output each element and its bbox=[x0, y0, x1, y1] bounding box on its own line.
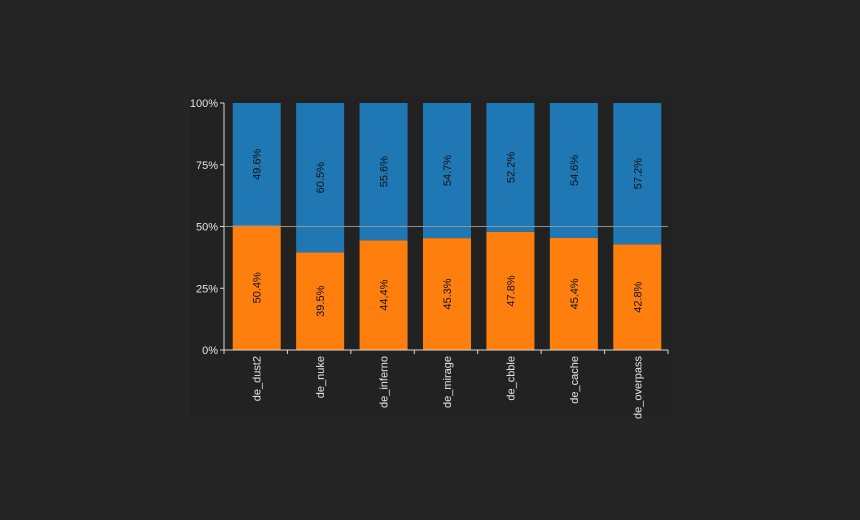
y-tick-label-0: 0% bbox=[202, 345, 218, 357]
bar-segment-top-de_nuke bbox=[296, 103, 345, 253]
x-tick-label-de_overpass: de_overpass bbox=[632, 356, 644, 419]
x-tick-label-de_inferno: de_inferno bbox=[379, 356, 391, 408]
x-tick-label-de_nuke: de_nuke bbox=[315, 356, 327, 398]
data-label-top-de_cbble: 52.2% bbox=[505, 152, 517, 183]
bar-segment-top-de_inferno bbox=[359, 103, 408, 241]
bar-segment-bottom-de_nuke bbox=[296, 252, 345, 350]
data-label-bottom-de_dust2: 50.4% bbox=[252, 272, 264, 303]
bar-segment-top-de_mirage bbox=[423, 103, 471, 239]
bar-segment-top-de_dust2 bbox=[232, 103, 281, 226]
data-label-bottom-de_overpass: 42.8% bbox=[632, 281, 644, 312]
bar-segment-bottom-de_mirage bbox=[423, 238, 471, 350]
bar-segment-top-de_cbble bbox=[486, 103, 535, 232]
x-tick-label-de_mirage: de_mirage bbox=[442, 356, 454, 408]
bar-segment-bottom-de_inferno bbox=[359, 240, 408, 350]
y-tick-label-100: 100% bbox=[190, 98, 218, 110]
data-label-top-de_mirage: 54.7% bbox=[442, 155, 454, 186]
y-tick-label-25: 25% bbox=[196, 283, 218, 295]
x-tick-label-de_cbble: de_cbble bbox=[505, 356, 517, 401]
bar-segment-top-de_overpass bbox=[613, 103, 662, 245]
data-label-bottom-de_mirage: 45.3% bbox=[442, 278, 454, 309]
bar-segment-top-de_cache bbox=[549, 103, 598, 238]
bars-layer bbox=[232, 103, 662, 350]
data-label-top-de_inferno: 55.6% bbox=[379, 156, 391, 187]
bar-segment-bottom-de_cbble bbox=[486, 231, 535, 350]
x-tick-label-de_dust2: de_dust2 bbox=[252, 356, 264, 401]
data-label-top-de_cache: 54.6% bbox=[569, 155, 581, 186]
data-label-top-de_nuke: 60.5% bbox=[315, 162, 327, 193]
x-tick-label-de_cache: de_cache bbox=[569, 356, 581, 404]
data-label-bottom-de_nuke: 39.5% bbox=[315, 285, 327, 316]
data-label-top-de_dust2: 49.6% bbox=[252, 148, 264, 179]
bar-segment-bottom-de_overpass bbox=[613, 244, 662, 350]
data-label-bottom-de_cache: 45.4% bbox=[569, 278, 581, 309]
axes-layer: de_dust2 de_nuke de_inferno de_mirage de_cbb… bbox=[190, 98, 669, 419]
data-label-bottom-de_cbble: 47.8% bbox=[505, 275, 517, 306]
labels-layer: 50.4% 49.6% 39.5% 60.5% 44.4% 55.6% 45.3% 54.7%… bbox=[224, 148, 668, 317]
bar-segment-bottom-de_dust2 bbox=[232, 225, 281, 350]
data-label-top-de_overpass: 57.2% bbox=[632, 158, 644, 189]
y-tick-label-50: 50% bbox=[196, 222, 218, 234]
data-label-bottom-de_inferno: 44.4% bbox=[379, 279, 391, 310]
y-tick-label-75: 75% bbox=[196, 160, 218, 172]
bar-segment-bottom-de_cache bbox=[549, 237, 598, 350]
